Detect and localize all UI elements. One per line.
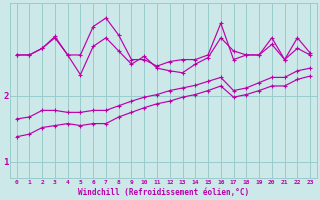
X-axis label: Windchill (Refroidissement éolien,°C): Windchill (Refroidissement éolien,°C) — [78, 188, 249, 197]
